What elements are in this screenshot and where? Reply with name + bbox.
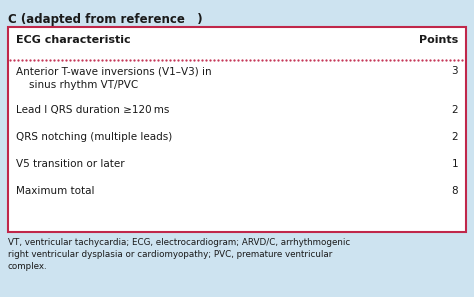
- Text: V5 transition or later: V5 transition or later: [16, 159, 125, 169]
- Text: 3: 3: [451, 66, 458, 76]
- Text: 8: 8: [451, 186, 458, 196]
- Text: Maximum total: Maximum total: [16, 186, 94, 196]
- Text: Anterior T-wave inversions (V1–V3) in
    sinus rhythm VT/PVC: Anterior T-wave inversions (V1–V3) in si…: [16, 66, 211, 90]
- Text: ECG characteristic: ECG characteristic: [16, 35, 131, 45]
- Text: C (adapted from reference   ): C (adapted from reference ): [8, 13, 202, 26]
- Bar: [8, 27, 466, 232]
- Text: 1: 1: [451, 159, 458, 169]
- Text: Lead I QRS duration ≥120 ms: Lead I QRS duration ≥120 ms: [16, 105, 169, 115]
- Text: 2: 2: [451, 132, 458, 142]
- Text: Points: Points: [419, 35, 458, 45]
- Text: 2: 2: [451, 105, 458, 115]
- Text: QRS notching (multiple leads): QRS notching (multiple leads): [16, 132, 172, 142]
- Text: VT, ventricular tachycardia; ECG, electrocardiogram; ARVD/C, arrhythmogenic
righ: VT, ventricular tachycardia; ECG, electr…: [8, 238, 350, 271]
